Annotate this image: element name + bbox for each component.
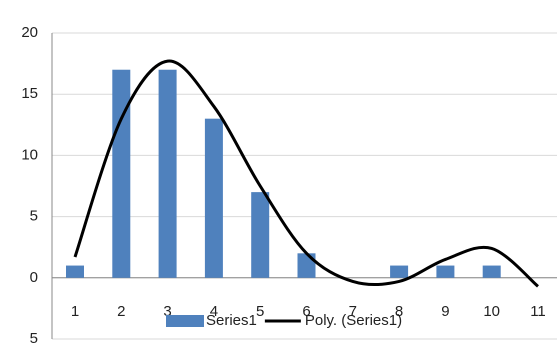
x-tick-label: 1 <box>71 303 79 320</box>
x-tick-label: 2 <box>117 303 125 320</box>
bar <box>390 265 409 278</box>
y-tick-label: 15 <box>21 85 38 102</box>
x-tick-label: 11 <box>530 303 546 320</box>
legend-label: Series1 <box>206 312 257 329</box>
bar <box>482 265 501 278</box>
bar <box>297 253 316 278</box>
trendline <box>73 59 539 288</box>
bar <box>204 118 223 278</box>
x-tick-label: 7 <box>349 303 357 320</box>
y-tick-label: 20 <box>21 24 38 41</box>
y-tick-label: 10 <box>21 146 38 163</box>
x-tick-label: 6 <box>302 303 310 320</box>
legend-label: Poly. (Series1) <box>305 312 402 329</box>
x-tick-label: 5 <box>256 303 264 320</box>
bar <box>436 265 455 278</box>
x-tick-label: 10 <box>483 303 500 320</box>
x-tick-label: 8 <box>395 303 403 320</box>
x-tick-label: 4 <box>210 303 218 320</box>
y-tick-label: 5 <box>30 330 38 347</box>
y-tick-label: 0 <box>30 269 38 286</box>
bar <box>251 192 270 278</box>
bar <box>66 265 84 278</box>
legend-swatch <box>166 315 204 327</box>
bar <box>158 69 177 278</box>
bar <box>112 69 131 278</box>
x-tick-label: 3 <box>163 303 171 320</box>
x-tick-label: 9 <box>441 303 449 320</box>
y-tick-label: 5 <box>30 208 38 225</box>
